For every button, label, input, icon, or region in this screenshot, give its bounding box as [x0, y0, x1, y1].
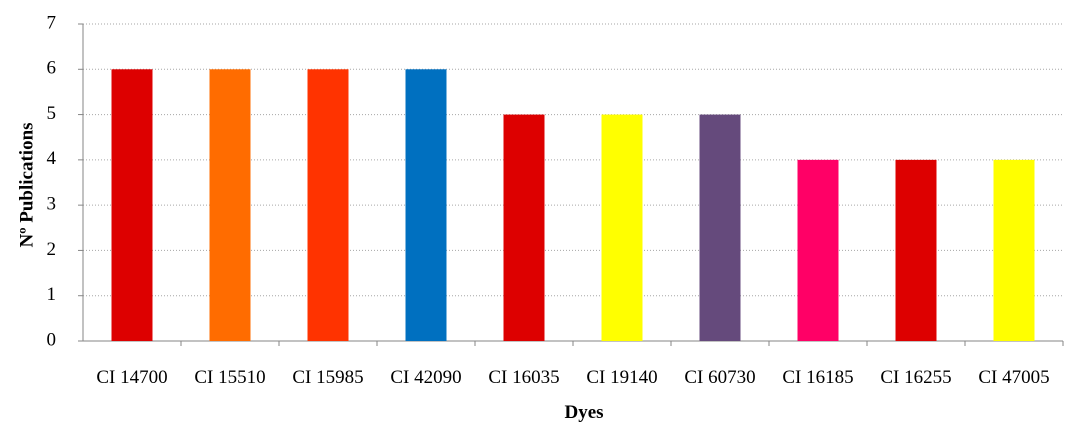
x-tick-labels: CI 14700 CI 15510 CI 15985 CI 42090 CI 16035…: [96, 367, 1049, 388]
x-axis-title: Dyes: [564, 402, 603, 423]
bar-ci-42090: [405, 69, 447, 342]
y-tick-label: 7: [47, 12, 57, 33]
x-tick-label: CI 16185: [782, 367, 853, 388]
bar-ci-60730: [699, 114, 741, 341]
x-tick-label: CI 60730: [684, 367, 755, 388]
bar-ci-15510: [209, 69, 251, 342]
x-tick-label: CI 14700: [96, 367, 167, 388]
x-tick-label: CI 47005: [978, 367, 1049, 388]
x-tick-label: CI 19140: [586, 367, 657, 388]
y-tick-label: 2: [47, 239, 57, 260]
y-tick-label: 3: [47, 194, 57, 215]
bars: [111, 69, 1035, 342]
y-tick-label: 6: [47, 58, 57, 79]
bar-ci-19140: [601, 114, 643, 341]
y-axis-title: Nº Publications: [16, 122, 37, 247]
bar-ci-47005: [993, 159, 1035, 341]
x-tick-label: CI 42090: [390, 367, 461, 388]
y-tick-label: 0: [47, 329, 57, 350]
bar-ci-16035: [503, 114, 545, 341]
y-tick-label: 5: [47, 103, 57, 124]
bar-ci-16255: [895, 159, 937, 341]
x-tick-label: CI 16255: [880, 367, 951, 388]
bar-ci-16185: [797, 159, 839, 341]
y-tick-label: 1: [47, 284, 57, 305]
y-tick-labels: 0 1 2 3 4 5 6 7: [47, 12, 57, 350]
x-tick-label: CI 16035: [488, 367, 559, 388]
bar-ci-14700: [111, 69, 153, 342]
bar-ci-15985: [307, 69, 349, 342]
y-tick-label: 4: [47, 148, 57, 169]
x-tick-label: CI 15510: [194, 367, 265, 388]
x-tick-label: CI 15985: [292, 367, 363, 388]
